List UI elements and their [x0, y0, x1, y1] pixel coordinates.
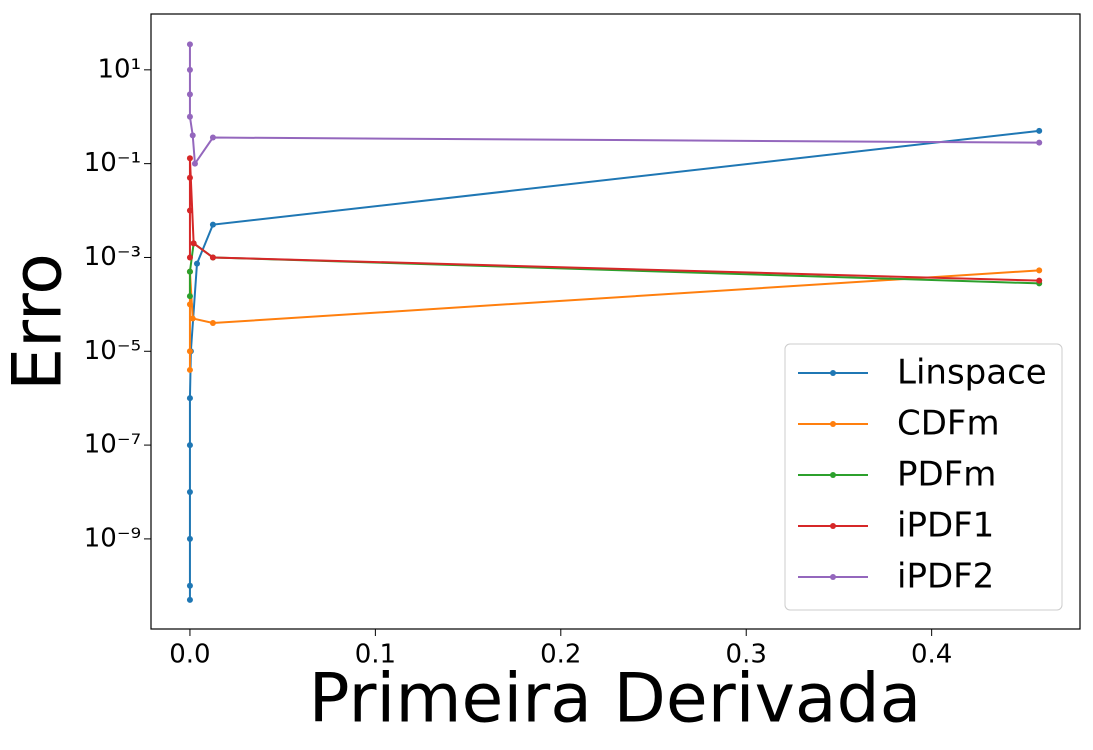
- x-tick-label: 0.1: [355, 640, 396, 670]
- point: [186, 254, 193, 261]
- point: [186, 301, 193, 308]
- y-tick-label: 10⁻⁵: [84, 336, 141, 366]
- point: [1036, 139, 1043, 146]
- point: [189, 315, 196, 322]
- legend-label: PDFm: [897, 455, 996, 495]
- x-tick-label: 0.2: [540, 640, 581, 670]
- series-line: [188, 158, 1040, 282]
- point: [209, 254, 216, 261]
- point: [193, 260, 200, 267]
- x-tick-label: 0.3: [726, 640, 767, 670]
- y-axis-label: Erro: [0, 253, 78, 391]
- legend-marker: [830, 472, 836, 478]
- point: [1036, 277, 1043, 284]
- legend-marker: [830, 523, 836, 529]
- point: [186, 91, 193, 98]
- point: [209, 221, 216, 228]
- y-tick-label: 10⁻⁷: [84, 430, 141, 460]
- point: [190, 240, 197, 247]
- legend-label: Linspace: [897, 353, 1047, 393]
- legend-label: iPDF2: [897, 557, 994, 597]
- point: [186, 488, 193, 495]
- point: [186, 582, 193, 589]
- legend-marker: [830, 574, 836, 580]
- x-axis-label: Primeira Derivada: [309, 660, 922, 739]
- y-tick-label: 10¹: [97, 54, 141, 84]
- point: [191, 160, 198, 167]
- legend-label: iPDF1: [897, 506, 994, 546]
- y-tick-label: 10⁻¹: [84, 148, 141, 178]
- series-line: [188, 129, 1040, 600]
- y-tick-label: 10⁻³: [84, 242, 141, 272]
- legend: Linspace CDFm PDFm iPDF1 iPDF2: [784, 343, 1063, 611]
- point: [186, 366, 193, 373]
- point: [186, 207, 193, 214]
- point: [186, 66, 193, 73]
- legend-marker: [830, 370, 836, 376]
- y-tick-label: 10⁻⁹: [84, 523, 141, 553]
- point: [189, 132, 196, 139]
- point: [186, 174, 193, 181]
- legend-label: CDFm: [897, 404, 1000, 444]
- point: [186, 535, 193, 542]
- point: [1036, 267, 1043, 274]
- point: [186, 113, 193, 120]
- point: [1036, 127, 1043, 134]
- series-line: [188, 44, 1040, 167]
- x-tick-label: 0.4: [911, 640, 952, 670]
- point: [186, 348, 193, 355]
- point: [186, 442, 193, 449]
- point: [209, 134, 216, 141]
- point: [186, 41, 193, 48]
- legend-marker: [830, 421, 836, 427]
- plot-frame: [150, 13, 1081, 630]
- point: [186, 596, 193, 603]
- point: [209, 320, 216, 327]
- legend-box: [784, 343, 1063, 611]
- point: [186, 293, 193, 300]
- x-tick-label: 0.0: [169, 640, 210, 670]
- point: [186, 268, 193, 275]
- point: [186, 155, 193, 162]
- point: [186, 395, 193, 402]
